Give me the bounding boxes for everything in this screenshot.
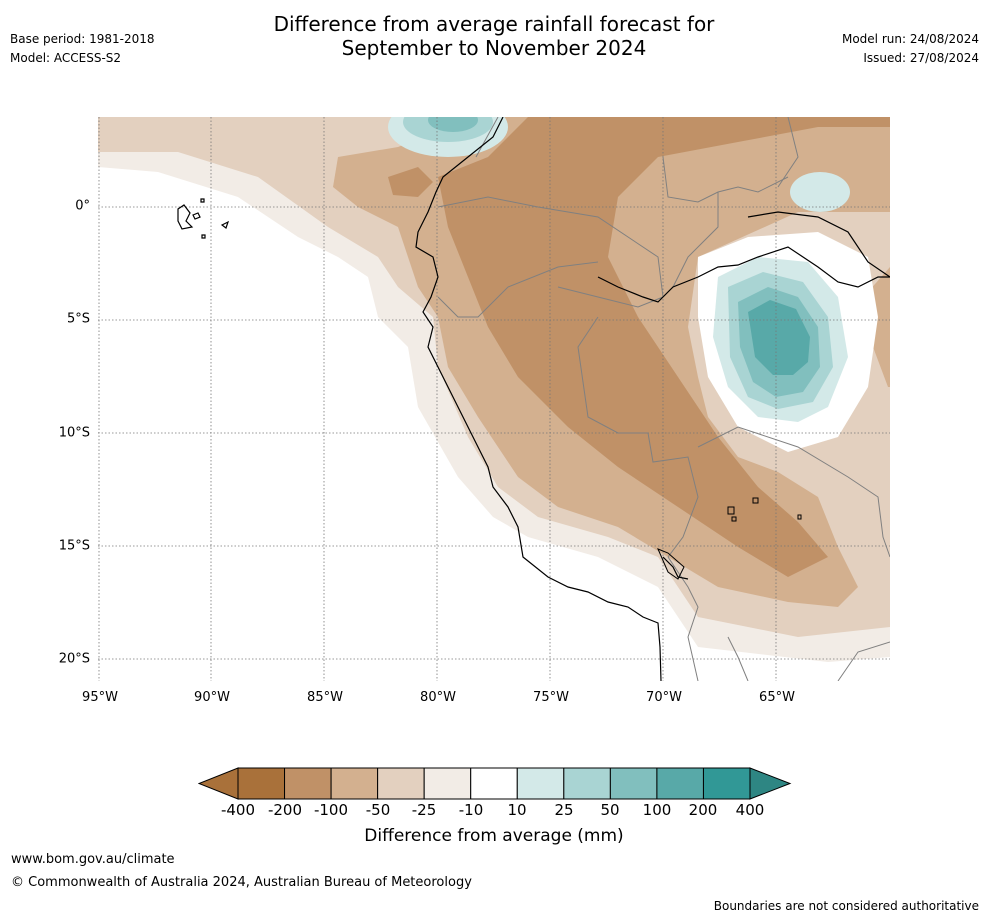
lat-label-5s: 5°S: [66, 311, 90, 327]
model-run-date: Model run: 24/08/2024: [841, 32, 979, 46]
colorbar-cell: [656, 767, 704, 800]
legend-tick-6: 10: [507, 801, 527, 819]
galapagos-islands: [177, 198, 230, 239]
colorbar-cell: [470, 767, 518, 800]
lat-label-20s: 20°S: [58, 651, 90, 667]
colorbar-cell: [609, 767, 658, 800]
lon-label-65w: 65°W: [759, 690, 795, 705]
colorbar-cell: [330, 767, 379, 800]
meta-right: Model run: 24/08/2024 Issued: 27/08/2024: [842, 32, 979, 70]
colorbar-cell: [237, 767, 286, 800]
title-line-2: September to November 2024: [341, 36, 647, 60]
bom-climate-link[interactable]: www.bom.gov.au/climate: [11, 852, 175, 867]
colorbar-cell: [423, 767, 472, 800]
boundaries-disclaimer: Boundaries are not considered authoritat…: [713, 899, 979, 913]
gridlines: [98, 117, 890, 681]
contour-dry-100-west: [388, 167, 433, 197]
colorbar-cell: [516, 767, 565, 800]
legend-tick-8: 50: [600, 801, 620, 819]
contour-wet-north-east: [790, 172, 850, 212]
lon-label-90w: 90°W: [194, 690, 230, 705]
legend-tick-4: -25: [411, 801, 437, 819]
issued-date: Issued: 27/08/2024: [863, 51, 979, 65]
colorbar-cell: [563, 767, 611, 800]
legend-tick-10: 200: [688, 801, 718, 819]
legend-tick-2: -100: [313, 801, 349, 819]
lon-label-80w: 80°W: [420, 690, 456, 705]
contour-wet-north-50: [428, 117, 478, 132]
lon-label-70w: 70°W: [646, 690, 682, 705]
legend-tick-7: 25: [554, 801, 574, 819]
title-line-1: Difference from average rainfall forecas…: [273, 12, 715, 36]
colorbar-cell: [284, 767, 332, 800]
colorbar-extend-low: [198, 767, 239, 800]
copyright-notice: © Commonwealth of Australia 2024, Austra…: [11, 875, 472, 890]
colorbar-title: Difference from average (mm): [364, 826, 624, 846]
legend-tick-3: -50: [365, 801, 391, 819]
colorbar-cells: [237, 767, 751, 800]
lat-label-0: 0°: [75, 198, 90, 214]
legend-tick-11: 400: [735, 801, 765, 819]
meta-left: Base period: 1981-2018 Model: ACCESS-S2: [10, 32, 155, 70]
coastline: [415, 117, 890, 681]
legend-tick-1: -200: [267, 801, 303, 819]
lat-label-15s: 15°S: [58, 538, 90, 554]
lat-label-10s: 10°S: [58, 425, 90, 441]
legend-tick-9: 100: [642, 801, 672, 819]
colorbar-cell: [377, 767, 425, 800]
rainfall-anomaly-map: [98, 117, 890, 681]
legend-tick-0: -400: [220, 801, 256, 819]
legend-tick-5: -10: [458, 801, 484, 819]
lon-label-85w: 85°W: [307, 690, 343, 705]
contour-dry-100: [438, 117, 890, 577]
lon-label-95w: 95°W: [82, 690, 118, 705]
colorbar-extend-high: [749, 767, 792, 800]
model-name: Model: ACCESS-S2: [10, 51, 122, 65]
colorbar-cell: [702, 767, 751, 800]
colorbar: [198, 767, 792, 800]
base-period: Base period: 1981-2018: [10, 32, 155, 46]
lakes: [657, 497, 802, 580]
contour-wet-100: [748, 300, 810, 375]
lon-label-75w: 75°W: [533, 690, 569, 705]
chart-title: Difference from average rainfall forecas…: [0, 12, 988, 60]
country-borders: [437, 117, 890, 681]
